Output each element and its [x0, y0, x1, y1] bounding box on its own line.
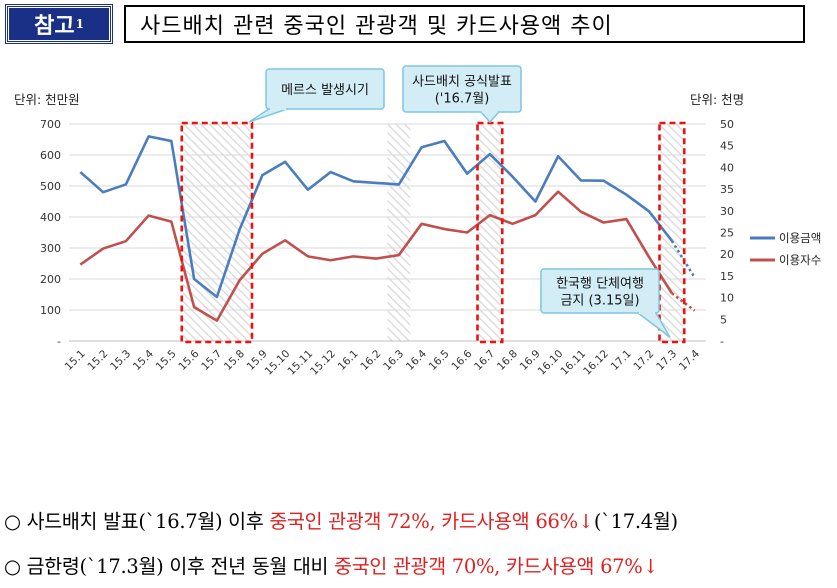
bullet-1-highlight: 중국인 관광객 72%, 카드사용액 66%↓: [269, 510, 594, 533]
page-title: 사드배치 관련 중국인 관광객 및 카드사용액 추이: [140, 14, 613, 39]
x-tick-label: 15.11: [285, 348, 315, 378]
callout-thaad-tail: [479, 111, 501, 124]
highlight-box-2: [658, 121, 686, 344]
x-tick-label: 16.8: [495, 348, 520, 373]
x-tick-label: 15.7: [199, 348, 224, 373]
right-tick-label: 30: [720, 205, 734, 218]
right-tick-label: 20: [720, 248, 734, 261]
right-tick-label: 50: [720, 118, 734, 131]
right-tick-label: -: [720, 335, 724, 348]
right-tick-label: 40: [720, 161, 734, 174]
x-tick-label: 15.4: [131, 348, 156, 373]
callout-mers-tail: [248, 108, 288, 123]
x-tick-label: 15.8: [222, 348, 247, 373]
left-tick-label: 500: [40, 180, 61, 193]
left-unit-label: 단위: 천만원: [14, 92, 80, 107]
x-tick-label: 16.12: [581, 348, 611, 378]
bullet-2-lead: 금한령(`17.3월) 이후 전년 동월 대비: [26, 555, 335, 578]
x-tick-label: 16.6: [449, 348, 474, 373]
shaded-period-2: [660, 124, 684, 341]
shaded-period-0: [182, 124, 251, 341]
x-tick-label: 16.10: [536, 348, 566, 378]
right-tick-label: 15: [720, 270, 734, 283]
x-tick-label: 15.5: [154, 348, 179, 373]
legend-label-2: 이용자수: [779, 253, 821, 267]
x-tick-label: 15.1: [63, 348, 88, 373]
callout-thaad-tail-join: [481, 110, 498, 113]
right-tick-label: 5: [720, 313, 727, 326]
x-tick-label: 16.1: [336, 348, 361, 373]
right-tick-label: 25: [720, 227, 734, 240]
right-tick-label: 35: [720, 183, 734, 196]
left-tick-label: 600: [40, 149, 61, 162]
x-tick-label: 15.2: [85, 348, 110, 373]
callout-thaad-text: 사드배치 공식발표: [412, 75, 512, 90]
reference-tag-number: 1: [75, 17, 84, 31]
right-unit-label: 단위: 천명: [690, 92, 744, 107]
callout-thaad-text: ('16.7월): [435, 92, 490, 107]
x-tick-label: 16.3: [381, 348, 406, 373]
callout-mers-tail-join: [270, 107, 286, 110]
x-tick-label: 16.7: [472, 348, 497, 373]
shaded-period-3: [387, 124, 411, 341]
x-tick-label: 15.10: [263, 348, 293, 378]
x-tick-label: 15.3: [108, 348, 133, 373]
right-tick-label: 10: [720, 292, 734, 305]
right-tick-label: 45: [720, 140, 734, 153]
x-tick-label: 17.3: [654, 348, 679, 373]
bullet-1-tail: (`17.4월): [593, 510, 678, 533]
left-tick-label: 700: [40, 118, 61, 131]
callout-ban-text: 금지 (3.15일): [560, 294, 639, 309]
bullet-2-highlight: 중국인 관광객 70%, 카드사용액 67%↓: [334, 555, 659, 578]
bullet-1: ○ 사드배치 발표(`16.7월) 이후 중국인 관광객 72%, 카드사용액 …: [4, 505, 678, 534]
callout-mers-text: 메르스 발생시기: [281, 83, 369, 98]
callout-thaad: 사드배치 공식발표 ('16.7월): [402, 65, 522, 124]
x-tick-label: 15.12: [308, 348, 338, 378]
bullet-2: ○ 금한령(`17.3월) 이후 전년 동월 대비 중국인 관광객 70%, 카…: [4, 550, 659, 579]
callout-mers: 메르스 발생시기: [248, 68, 385, 123]
series-projection-2: [671, 292, 696, 312]
x-tick-label: 16.2: [358, 348, 383, 373]
callout-ban-text: 한국행 단체여행: [556, 276, 644, 292]
bullet-2-symbol: ○: [4, 555, 21, 578]
x-tick-label: 16.11: [558, 348, 588, 378]
x-tick-label: 17.2: [631, 348, 656, 373]
x-tick-label: 15.6: [176, 348, 201, 373]
reference-tag-label: 참고: [34, 13, 75, 39]
x-tick-label: 16.5: [427, 348, 452, 373]
left-tick-label: 300: [40, 242, 61, 255]
reference-tag: 참고 1: [5, 4, 113, 44]
legend-label-1: 이용금액: [779, 231, 821, 245]
series-line-2: [79, 190, 673, 322]
highlight-box-0: [180, 121, 254, 344]
left-tick-label: 200: [40, 273, 61, 286]
x-tick-label: 17.1: [609, 348, 634, 373]
shaded-period-1: [478, 124, 502, 341]
page-title-box: 사드배치 관련 중국인 관광객 및 카드사용액 추이: [124, 5, 805, 43]
callout-ban-box: [540, 268, 660, 314]
left-tick-label: 100: [40, 304, 61, 317]
callout-mers-box: [265, 68, 385, 110]
series-lines: [79, 135, 696, 322]
bullet-1-lead: 사드배치 발표(`16.7월) 이후: [26, 510, 270, 533]
left-tick-label: 400: [40, 211, 61, 224]
series-line-1: [79, 135, 673, 299]
bullet-1-symbol: ○: [4, 510, 21, 533]
left-tick-label: -: [57, 335, 61, 348]
callout-ban-tail-join: [639, 311, 655, 314]
callout-thaad-box: [402, 65, 522, 113]
trend-chart: - 100 200 300 400 500 600 700 - 5 10 15 20 25 30 35 40 45…: [14, 65, 821, 378]
series-projection-1: [670, 240, 696, 279]
x-tick-label: 17.4: [677, 348, 702, 373]
x-tick-label: 16.4: [404, 348, 429, 373]
